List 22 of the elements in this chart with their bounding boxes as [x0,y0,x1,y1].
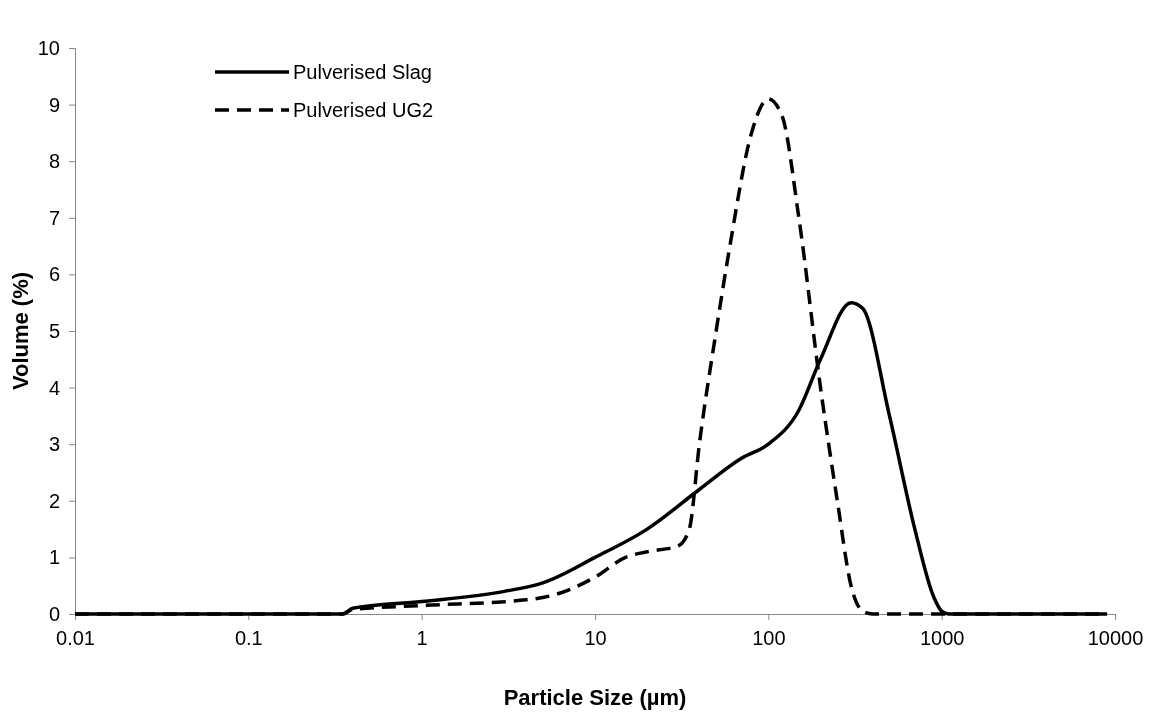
x-tick-label: 100 [752,627,786,649]
y-tick-label: 9 [48,93,60,116]
x-tick-label: 0.1 [234,627,263,649]
legend-label: Pulverised UG2 [293,99,434,121]
x-tick-label: 1 [416,627,428,649]
x-tick-label: 0.01 [56,627,95,649]
y-tick-label: 3 [48,433,60,456]
legend-label: Pulverised Slag [293,61,432,83]
y-tick-label: 6 [48,263,60,286]
x-tick-label: 10 [584,627,607,649]
y-tick-label: 10 [37,36,60,59]
x-tick-label: 1000 [919,627,965,649]
y-tick-label: 5 [48,319,60,342]
y-tick-label: 8 [48,150,60,173]
y-tick-label: 1 [48,546,60,569]
y-tick-label: 0 [48,602,60,625]
y-tick-label: 4 [48,376,60,399]
y-tick-label: 7 [48,206,60,229]
x-axis-title: Particle Size (µm) [503,685,687,710]
y-tick-label: 2 [48,489,60,512]
x-tick-label: 10000 [1087,627,1144,649]
y-axis-title: Volume (%) [8,271,33,391]
